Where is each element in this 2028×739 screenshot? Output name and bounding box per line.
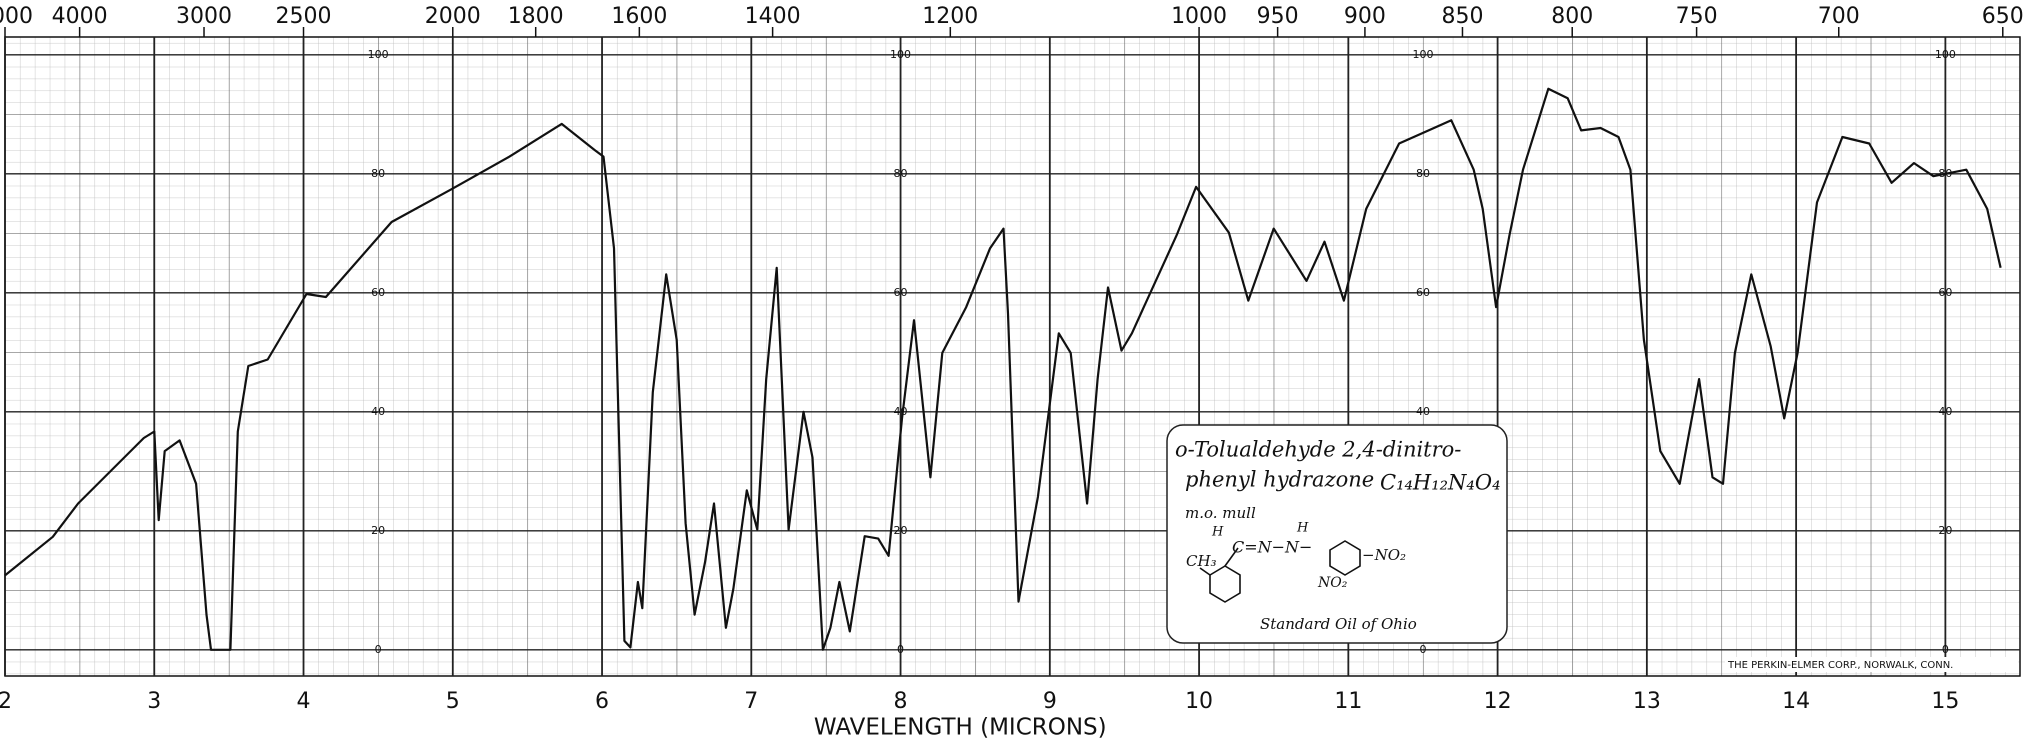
x2-tick-label: 3000 xyxy=(176,4,232,29)
source: Standard Oil of Ohio xyxy=(1260,615,1417,633)
sample-prep: m.o. mull xyxy=(1185,504,1256,522)
x-tick-label: 2 xyxy=(0,689,12,714)
x-tick-label: 6 xyxy=(595,689,609,714)
y-tick-label: 80 xyxy=(371,167,385,180)
y-tick-label: 60 xyxy=(894,286,908,299)
plot: 2 3 4 5 6 7 8 9 10 11 12 13 14 15 WAVELENGTH (MICRONS)… xyxy=(0,4,2024,739)
x-tick-label: 3 xyxy=(147,689,161,714)
svg-text:NO₂: NO₂ xyxy=(1317,575,1348,591)
compound-name: o-Tolualdehyde 2,4-dinitro- xyxy=(1175,438,1461,462)
svg-text:H: H xyxy=(1296,521,1309,536)
y-tick-label: 0 xyxy=(897,643,904,656)
x2-tick-label: 850 xyxy=(1441,4,1483,29)
x2-tick-label: 750 xyxy=(1676,4,1718,29)
x-tick-label: 8 xyxy=(894,689,908,714)
x2-tick-label: 1200 xyxy=(922,4,978,29)
svg-text:H: H xyxy=(1211,525,1224,540)
x-tick-label: 9 xyxy=(1043,689,1057,714)
y-tick-label: 40 xyxy=(1416,405,1430,418)
y-tick-label: 0 xyxy=(375,643,382,656)
y-tick-label: 40 xyxy=(894,405,908,418)
y-tick-label: 80 xyxy=(894,167,908,180)
x-tick-label: 4 xyxy=(297,689,311,714)
x2-tick-label: 700 xyxy=(1818,4,1860,29)
x2-tick-label: 2000 xyxy=(425,4,481,29)
y-tick-label: 20 xyxy=(371,524,385,537)
grid xyxy=(4,36,2021,677)
maker-box xyxy=(1725,657,2018,672)
y-tick-label: 60 xyxy=(1938,286,1952,299)
x2-tick-label: 4000 xyxy=(52,4,108,29)
x2-tick-label: 900 xyxy=(1344,4,1386,29)
svg-text:−NO₂: −NO₂ xyxy=(1362,546,1406,564)
maker: THE PERKIN-ELMER CORP., NORWALK, CONN. xyxy=(1727,660,1953,671)
annotation-box: o-Tolualdehyde 2,4-dinitro- phenyl hydra… xyxy=(1166,424,1508,644)
y-tick-label: 40 xyxy=(1938,405,1952,418)
structure: H C=N−N− H CH₃ −NO₂ NO₂ xyxy=(1186,521,1406,603)
x-tick-label: 14 xyxy=(1782,689,1810,714)
x2-tick-label: 1400 xyxy=(745,4,801,29)
x2-tick-label: 1000 xyxy=(1171,4,1227,29)
y-tick-label: 20 xyxy=(1938,524,1952,537)
y-tick-label: 100 xyxy=(1935,48,1956,61)
y-tick-label: 60 xyxy=(1416,286,1430,299)
y-tick-label: 80 xyxy=(1416,167,1430,180)
y-tick-label: 0 xyxy=(1419,643,1426,656)
x-tick-label: 11 xyxy=(1334,689,1362,714)
x-tick-label: 12 xyxy=(1484,689,1512,714)
spectrum-line xyxy=(4,87,2002,651)
y-tick-label: 40 xyxy=(371,405,385,418)
y-tick-label: 100 xyxy=(368,48,389,61)
y-tick-label: 20 xyxy=(894,524,908,537)
compound-name: phenyl hydrazone xyxy=(1185,468,1374,492)
y-tick-label: 100 xyxy=(890,48,911,61)
x2-tick-label: 1600 xyxy=(611,4,667,29)
x-tick-label: 10 xyxy=(1185,689,1213,714)
x-tick-label: 13 xyxy=(1633,689,1661,714)
x-axis-label: WAVELENGTH (MICRONS) xyxy=(814,715,1107,739)
x-tick-label: 7 xyxy=(744,689,758,714)
box xyxy=(1166,424,1508,644)
x2-tick-label: 2500 xyxy=(276,4,332,29)
svg-text:C=N−N−: C=N−N− xyxy=(1232,538,1312,557)
y-tick-label: 100 xyxy=(1412,48,1433,61)
formula: C₁₄H₁₂N₄O₄ xyxy=(1380,471,1500,495)
x-tick-label: 5 xyxy=(446,689,460,714)
x2-tick-label: 950 xyxy=(1257,4,1299,29)
svg-text:CH₃: CH₃ xyxy=(1186,552,1217,570)
medium-grid xyxy=(5,37,2020,676)
x-tick-label: 15 xyxy=(1931,689,1959,714)
y-tick-label: 0 xyxy=(1942,643,1949,656)
y-tick-label: 60 xyxy=(371,286,385,299)
x2-tick-label: 1800 xyxy=(508,4,564,29)
x2-tick-label: 650 xyxy=(1982,4,2024,29)
x2-tick-label: 800 xyxy=(1551,4,1593,29)
